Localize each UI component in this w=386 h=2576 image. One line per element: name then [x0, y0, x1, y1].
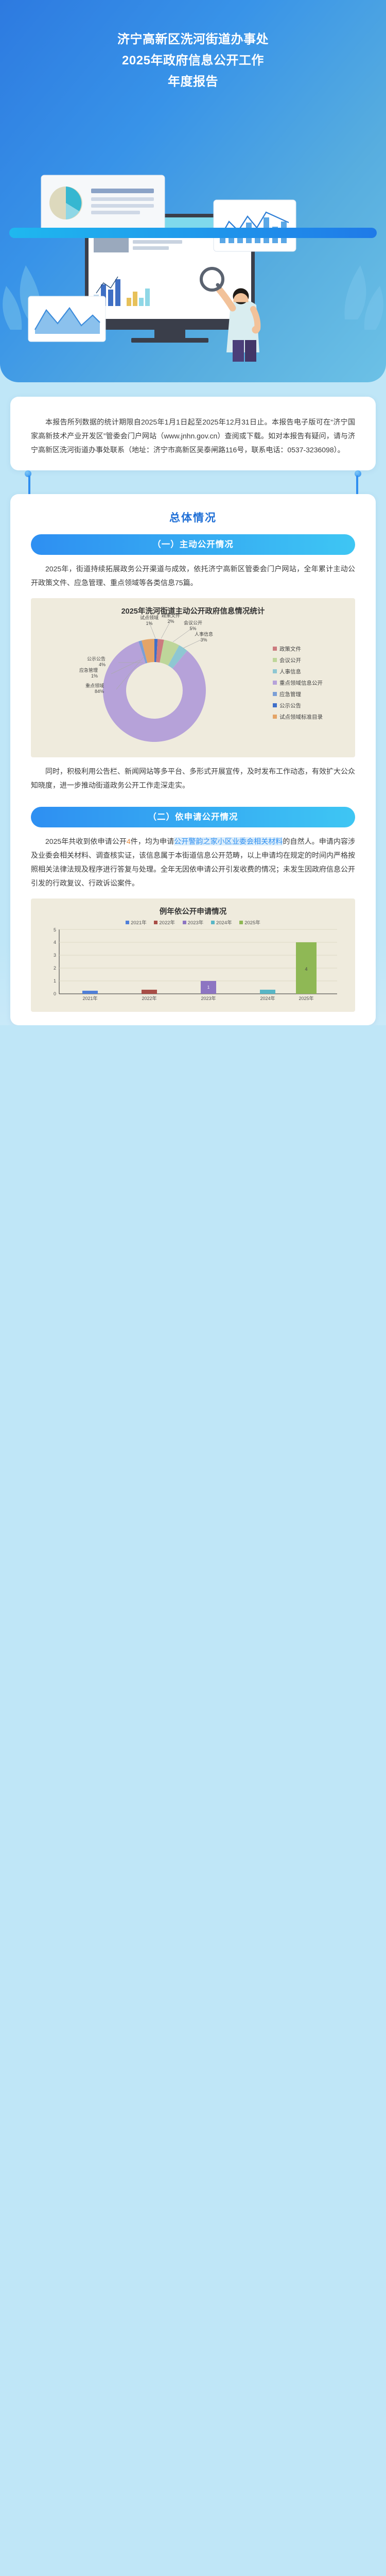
- svg-text:2021年: 2021年: [82, 995, 97, 1001]
- svg-text:会议公开: 会议公开: [184, 620, 202, 625]
- svg-text:应急管理: 应急管理: [79, 667, 98, 673]
- svg-text:2: 2: [54, 965, 56, 971]
- svg-text:2022年: 2022年: [142, 995, 156, 1001]
- svg-text:1%: 1%: [91, 673, 98, 679]
- svg-text:4%: 4%: [99, 662, 106, 667]
- svg-text:2024年: 2024年: [260, 995, 275, 1001]
- svg-text:试点领域: 试点领域: [140, 615, 159, 620]
- svg-text:人事信息: 人事信息: [195, 631, 213, 637]
- svg-text:2023年: 2023年: [201, 995, 216, 1001]
- svg-text:1: 1: [54, 978, 56, 984]
- svg-text:重点领域: 重点领域: [85, 683, 104, 688]
- svg-text:1%: 1%: [146, 621, 152, 626]
- svg-text:0: 0: [54, 991, 56, 996]
- svg-text:3%: 3%: [200, 637, 207, 642]
- svg-text:5%: 5%: [189, 626, 196, 631]
- svg-text:1: 1: [207, 985, 210, 990]
- svg-text:政策文件: 政策文件: [162, 613, 180, 618]
- svg-text:84%: 84%: [95, 689, 104, 694]
- svg-text:2025年: 2025年: [299, 995, 313, 1001]
- svg-text:4: 4: [54, 940, 56, 945]
- svg-text:5: 5: [54, 927, 56, 933]
- svg-text:4: 4: [305, 967, 307, 972]
- svg-text:3: 3: [54, 953, 56, 958]
- svg-text:2%: 2%: [167, 619, 174, 624]
- svg-text:公示公告: 公示公告: [87, 656, 106, 662]
